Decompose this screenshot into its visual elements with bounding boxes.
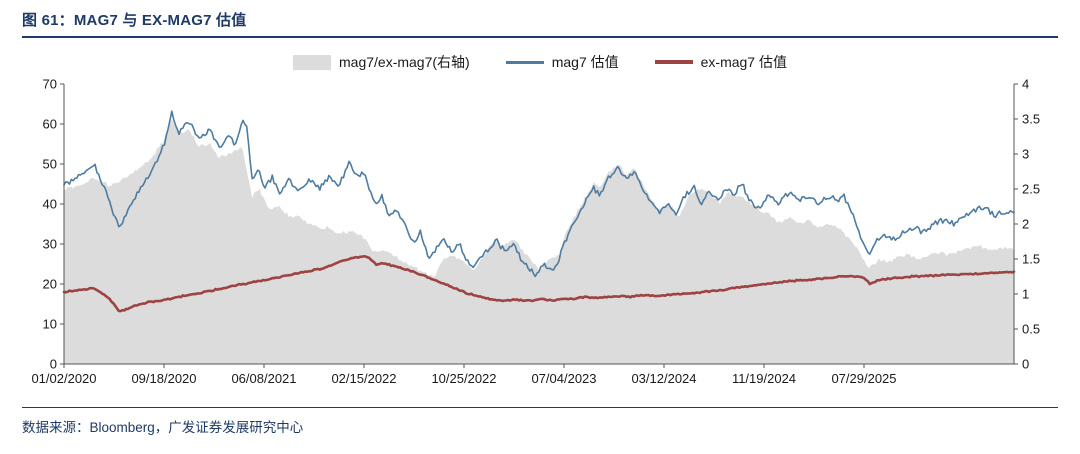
x-axis-tick-label: 01/02/2020 bbox=[31, 371, 96, 386]
left-axis-tick-label: 20 bbox=[43, 277, 57, 292]
legend-label-exmag7: ex-mag7 估值 bbox=[700, 54, 787, 70]
axis-labels-layer: 0 10 20 30 40 50 60 70 0 0.5 1 1.5 2 2.5 3 3.5 4 01/02/20… bbox=[31, 77, 1040, 387]
legend-item-mag7: mag7 估值 bbox=[505, 52, 619, 72]
figure-title: 图 61：MAG7 与 EX-MAG7 估值 bbox=[22, 0, 1058, 38]
right-axis-tick-label: 3 bbox=[1022, 147, 1029, 162]
left-axis-tick-label: 10 bbox=[43, 317, 57, 332]
left-axis-tick-label: 40 bbox=[43, 197, 57, 212]
left-axis-tick-label: 60 bbox=[43, 117, 57, 132]
exmag7-line-series bbox=[62, 255, 1016, 313]
left-axis-tick-label: 0 bbox=[50, 357, 57, 372]
x-axis-tick-label: 06/08/2021 bbox=[231, 371, 296, 386]
mag7-line-series bbox=[63, 110, 1015, 278]
x-axis-tick-label: 07/04/2023 bbox=[531, 371, 596, 386]
series-layer bbox=[62, 110, 1016, 364]
x-axis-tick-label: 07/29/2025 bbox=[831, 371, 896, 386]
exmag7-line-swatch-icon bbox=[654, 60, 693, 64]
right-axis-tick-label: 2.5 bbox=[1022, 182, 1040, 197]
left-axis-tick-label: 30 bbox=[43, 237, 57, 252]
right-axis-tick-label: 0 bbox=[1022, 357, 1029, 372]
chart-container: 0 10 20 30 40 50 60 70 0 0.5 1 1.5 2 2.5 3 3.5 4 01/02/20… bbox=[22, 76, 1058, 397]
right-axis-tick-label: 1 bbox=[1022, 287, 1029, 302]
x-axis-tick-label: 09/18/2020 bbox=[131, 371, 196, 386]
right-axis-tick-label: 4 bbox=[1022, 77, 1029, 92]
legend-label-mag7: mag7 估值 bbox=[551, 54, 619, 70]
x-axis-tick-label: 03/12/2024 bbox=[631, 371, 696, 386]
mag7-line-swatch-icon bbox=[505, 60, 544, 64]
x-axis-tick-label: 11/19/2024 bbox=[732, 371, 796, 386]
ratio-area-series bbox=[64, 119, 1014, 364]
x-axis-tick-label: 02/15/2022 bbox=[331, 371, 396, 386]
chart-canvas: 0 10 20 30 40 50 60 70 0 0.5 1 1.5 2 2.5 3 3.5 4 01/02/20… bbox=[31, 77, 1040, 387]
left-axis-tick-label: 70 bbox=[43, 77, 57, 92]
right-axis-tick-label: 3.5 bbox=[1022, 112, 1040, 127]
right-axis-tick-label: 0.5 bbox=[1022, 322, 1040, 337]
x-axis-tick-label: 10/25/2022 bbox=[431, 371, 496, 386]
legend-item-exmag7: ex-mag7 估值 bbox=[654, 52, 787, 72]
legend-item-ratio: mag7/ex-mag7(右轴) bbox=[293, 52, 470, 72]
right-axis-tick-label: 2 bbox=[1022, 217, 1029, 232]
ratio-area-swatch-icon bbox=[293, 54, 331, 70]
chart-legend: mag7/ex-mag7(右轴) mag7 估值 ex-mag7 估值 bbox=[22, 52, 1058, 72]
right-axis-tick-label: 1.5 bbox=[1022, 252, 1040, 267]
left-axis-tick-label: 50 bbox=[43, 157, 57, 172]
data-source-footer: 数据来源：Bloomberg，广发证券发展研究中心 bbox=[22, 407, 1058, 436]
legend-label-ratio: mag7/ex-mag7(右轴) bbox=[339, 54, 470, 70]
